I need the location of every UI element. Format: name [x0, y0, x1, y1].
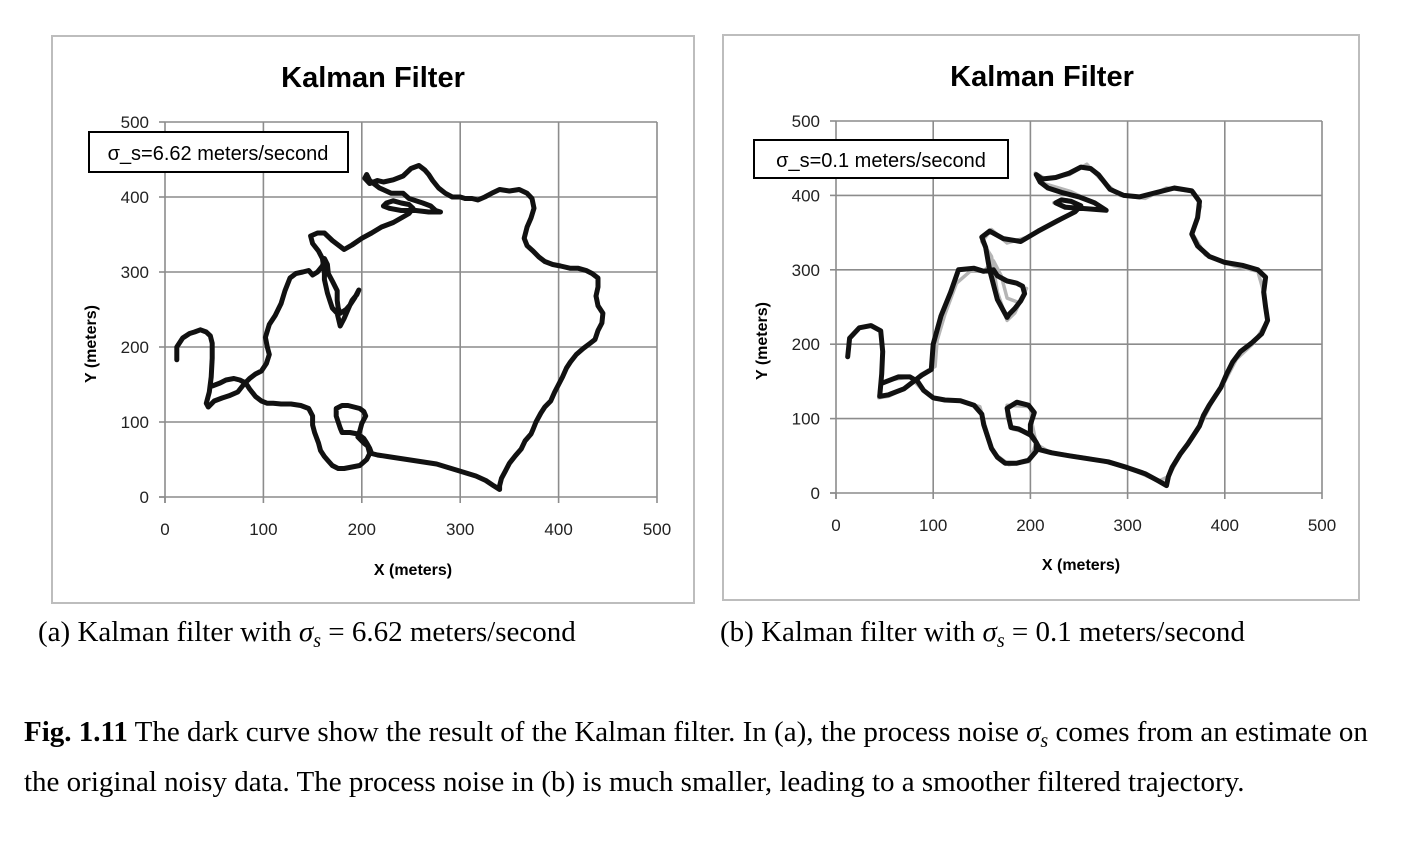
x-tick-label: 300 [1113, 516, 1141, 535]
subcaption-label: (a) [38, 616, 71, 648]
x-tick-label: 300 [446, 520, 474, 539]
y-tick-label: 300 [792, 261, 820, 280]
chart-panel-a: Kalman Filter 0 100 200 300 400 500 0 100 200 300… [51, 35, 695, 604]
y-axis-label: Y (meters) [754, 302, 771, 380]
x-tick-label: 100 [249, 520, 277, 539]
caption-text-1: The dark curve show the result of the Ka… [134, 716, 1019, 748]
subcaption-text: Kalman filter with [761, 616, 976, 648]
y-tick-label: 200 [121, 338, 149, 357]
annotation-text: σ_s=0.1 meters/second [776, 150, 986, 172]
y-tick-label: 100 [792, 410, 820, 429]
y-tick-label: 0 [811, 484, 820, 503]
chart-title: Kalman Filter [281, 62, 465, 94]
y-axis-label: Y (meters) [83, 305, 100, 383]
sigma-symbol: σ [1026, 716, 1041, 748]
chart-svg-b: Kalman Filter 0 100 200 300 400 500 0 100 200 300… [753, 61, 1336, 574]
y-tick-label: 500 [792, 112, 820, 131]
filtered-trajectory-line [174, 163, 606, 492]
x-tick-label: 100 [919, 516, 947, 535]
subcaption-b: (b) Kalman filter with σs = 0.1 meters/s… [720, 616, 1245, 653]
y-tick-label: 400 [792, 186, 820, 205]
y-tick-label: 100 [121, 413, 149, 432]
y-tick-label: 400 [121, 188, 149, 207]
x-tick-label: 500 [1308, 516, 1336, 535]
filtered-trajectory-line [845, 164, 1271, 489]
chart-svg-a: Kalman Filter 0 100 200 300 400 500 0 100 200 300… [83, 62, 671, 579]
chart-title: Kalman Filter [950, 61, 1134, 93]
x-tick-label: 500 [643, 520, 671, 539]
sigma-symbol: σ [298, 616, 314, 648]
annotation-text: σ_s=6.62 meters/second [108, 143, 329, 165]
subcaption-text: Kalman filter with [77, 616, 292, 648]
subcaption-value: = 6.62 meters/second [328, 616, 576, 648]
sigma-subscript: s [1040, 730, 1049, 752]
y-tick-label: 500 [121, 113, 149, 132]
x-tick-label: 200 [1016, 516, 1044, 535]
subcaption-a: (a) Kalman filter with σs = 6.62 meters/… [38, 616, 576, 653]
x-tick-label: 400 [544, 520, 572, 539]
x-tick-label: 0 [831, 516, 840, 535]
caption-text-2: comes from an estimate on the original n… [24, 716, 1368, 798]
x-axis-label: X (meters) [1042, 557, 1120, 574]
annotation-box [753, 139, 1009, 179]
figure-label: Fig. 1.11 [24, 716, 128, 748]
y-tick-label: 300 [121, 263, 149, 282]
figure-caption: Fig. 1.11 The dark curve show the result… [24, 712, 1409, 803]
subcaption-value: = 0.1 meters/second [1011, 616, 1245, 648]
sigma-symbol: σ [982, 616, 997, 648]
annotation-box [88, 131, 349, 173]
x-tick-label: 400 [1211, 516, 1239, 535]
y-tick-label: 200 [792, 335, 820, 354]
original-trajectory-line [845, 162, 1270, 483]
subcaption-label: (b) [720, 616, 754, 648]
chart-panel-b: Kalman Filter 0 100 200 300 400 500 0 100 200 300… [722, 34, 1360, 601]
sigma-subscript: s [996, 630, 1005, 652]
x-axis-label: X (meters) [374, 562, 452, 579]
x-tick-label: 200 [348, 520, 376, 539]
x-tick-label: 0 [160, 520, 169, 539]
sigma-subscript: s [313, 630, 322, 652]
y-tick-label: 0 [140, 488, 149, 507]
